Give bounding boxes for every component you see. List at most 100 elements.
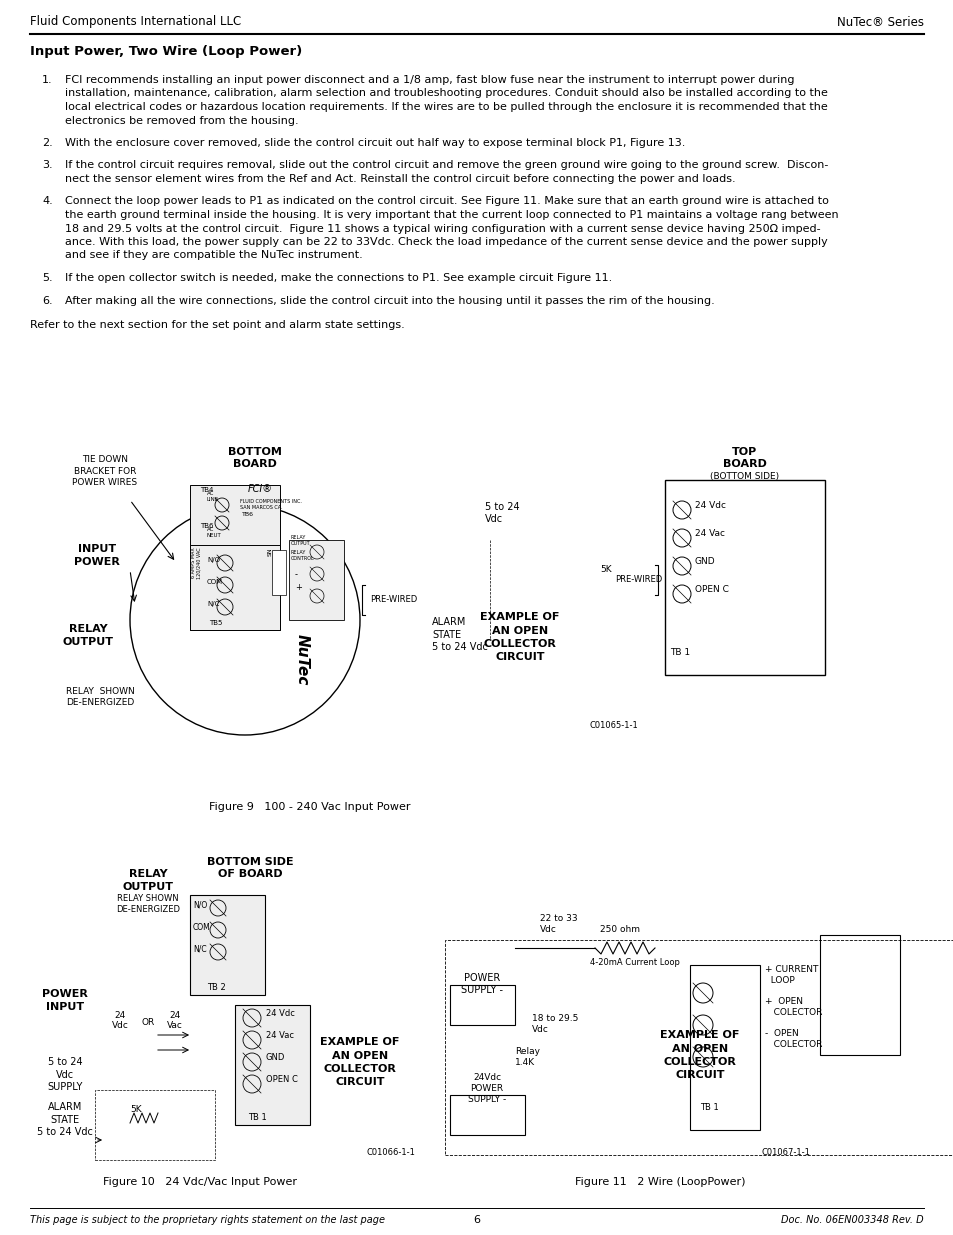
- Text: 5K: 5K: [130, 1105, 141, 1114]
- Text: Relay
1.4K: Relay 1.4K: [515, 1047, 539, 1067]
- Text: 5.: 5.: [42, 273, 52, 283]
- Text: (BOTTOM SIDE): (BOTTOM SIDE): [710, 472, 779, 480]
- Text: -  OPEN
   COLECTOR: - OPEN COLECTOR: [764, 1029, 821, 1049]
- Text: COM: COM: [207, 579, 223, 585]
- Text: + CURRENT
  LOOP: + CURRENT LOOP: [764, 965, 818, 986]
- Text: N/O: N/O: [193, 900, 207, 909]
- FancyBboxPatch shape: [190, 485, 280, 630]
- Text: N/C: N/C: [193, 945, 207, 953]
- FancyBboxPatch shape: [450, 1095, 524, 1135]
- Text: SN: SN: [268, 547, 273, 556]
- Text: NuTec® Series: NuTec® Series: [836, 16, 923, 28]
- Text: 24 Vac: 24 Vac: [266, 1031, 294, 1041]
- Text: C01065-1-1: C01065-1-1: [589, 721, 638, 730]
- Text: 24
Vac: 24 Vac: [167, 1010, 183, 1030]
- FancyBboxPatch shape: [190, 895, 265, 995]
- Text: OR: OR: [141, 1018, 154, 1028]
- Text: EXAMPLE OF
AN OPEN
COLLECTOR
CIRCUIT: EXAMPLE OF AN OPEN COLLECTOR CIRCUIT: [479, 613, 559, 662]
- Text: If the open collector switch is needed, make the connections to P1. See example : If the open collector switch is needed, …: [65, 273, 612, 283]
- Text: GND: GND: [695, 557, 715, 566]
- Text: N/O: N/O: [207, 557, 220, 563]
- Text: Figure 9   100 - 240 Vac Input Power: Figure 9 100 - 240 Vac Input Power: [209, 802, 411, 811]
- Text: EXAMPLE OF
AN OPEN
COLLECTOR
CIRCUIT: EXAMPLE OF AN OPEN COLLECTOR CIRCUIT: [320, 1037, 399, 1087]
- Text: 22 to 33
Vdc: 22 to 33 Vdc: [539, 914, 577, 934]
- Text: +: +: [294, 583, 301, 592]
- Text: Fluid Components International LLC: Fluid Components International LLC: [30, 16, 241, 28]
- Text: AC
NEUT: AC NEUT: [207, 527, 221, 538]
- Text: RELAY
OUTPUT: RELAY OUTPUT: [63, 624, 113, 647]
- FancyBboxPatch shape: [689, 965, 760, 1130]
- Text: After making all the wire connections, slide the control circuit into the housin: After making all the wire connections, s…: [65, 295, 714, 305]
- Text: 18 and 29.5 volts at the control circuit.  Figure 11 shows a typical wiring conf: 18 and 29.5 volts at the control circuit…: [65, 224, 820, 233]
- Text: 5 to 24
Vdc
SUPPLY: 5 to 24 Vdc SUPPLY: [48, 1057, 83, 1092]
- Text: TB 1: TB 1: [248, 1113, 267, 1123]
- Text: TB5: TB5: [209, 620, 222, 626]
- Text: FLUID COMPONENTS INC.: FLUID COMPONENTS INC.: [240, 499, 301, 504]
- Text: Figure 11   2 Wire (LoopPower): Figure 11 2 Wire (LoopPower): [574, 1177, 744, 1187]
- Text: FCI®: FCI®: [248, 484, 273, 494]
- FancyBboxPatch shape: [272, 550, 286, 595]
- Text: 24Vdc
POWER
SUPPLY -: 24Vdc POWER SUPPLY -: [467, 1073, 506, 1104]
- Text: 24 Vdc: 24 Vdc: [266, 1009, 294, 1019]
- FancyBboxPatch shape: [450, 986, 515, 1025]
- Text: PRE-WIRED: PRE-WIRED: [615, 576, 661, 584]
- Text: OPEN C: OPEN C: [695, 584, 728, 594]
- Text: the earth ground terminal inside the housing. It is very important that the curr: the earth ground terminal inside the hou…: [65, 210, 838, 220]
- Text: TB 1: TB 1: [669, 648, 689, 657]
- Text: N/C: N/C: [207, 601, 219, 606]
- Text: TB6: TB6: [200, 522, 213, 529]
- Text: RELAY SHOWN
DE-ENERGIZED: RELAY SHOWN DE-ENERGIZED: [116, 894, 180, 914]
- Text: RELAY
CONTROL: RELAY CONTROL: [291, 551, 314, 561]
- Text: TB6: TB6: [242, 513, 253, 517]
- Text: Figure 10   24 Vdc/Vac Input Power: Figure 10 24 Vdc/Vac Input Power: [103, 1177, 296, 1187]
- Text: INPUT
POWER: INPUT POWER: [74, 545, 120, 567]
- Text: 3.: 3.: [42, 161, 52, 170]
- Text: 18 to 29.5
Vdc: 18 to 29.5 Vdc: [532, 1014, 578, 1034]
- Text: C01067-1-1: C01067-1-1: [760, 1149, 809, 1157]
- Text: 24 Vac: 24 Vac: [695, 529, 724, 537]
- Text: POWER
SUPPLY -: POWER SUPPLY -: [460, 973, 502, 995]
- Text: BOTTOM SIDE: BOTTOM SIDE: [207, 857, 293, 867]
- Text: COM: COM: [193, 923, 211, 931]
- Text: POWER
INPUT: POWER INPUT: [42, 989, 88, 1011]
- Text: GND: GND: [266, 1053, 285, 1062]
- Text: Refer to the next section for the set point and alarm state settings.: Refer to the next section for the set po…: [30, 320, 404, 330]
- Text: ance. With this load, the power supply can be 22 to 33Vdc. Check the load impeda: ance. With this load, the power supply c…: [65, 237, 827, 247]
- Text: 24 Vdc: 24 Vdc: [695, 500, 725, 510]
- Text: ALARM
STATE
5 to 24 Vdc: ALARM STATE 5 to 24 Vdc: [37, 1102, 92, 1137]
- Text: 5 to 24
Vdc: 5 to 24 Vdc: [484, 501, 519, 524]
- Text: EXAMPLE OF
AN OPEN
COLLECTOR
CIRCUIT: EXAMPLE OF AN OPEN COLLECTOR CIRCUIT: [659, 1030, 739, 1079]
- Text: Connect the loop power leads to P1 as indicated on the control circuit. See Figu: Connect the loop power leads to P1 as in…: [65, 196, 828, 206]
- Text: 6.: 6.: [42, 295, 52, 305]
- Text: Doc. No. 06EN003348 Rev. D: Doc. No. 06EN003348 Rev. D: [781, 1215, 923, 1225]
- Text: and see if they are compatible the NuTec instrument.: and see if they are compatible the NuTec…: [65, 251, 362, 261]
- Text: local electrical codes or hazardous location requirements. If the wires are to b: local electrical codes or hazardous loca…: [65, 103, 827, 112]
- Text: 1.: 1.: [42, 75, 52, 85]
- Text: TB 1: TB 1: [700, 1103, 718, 1112]
- FancyBboxPatch shape: [664, 480, 824, 676]
- Text: +  OPEN
   COLECTOR: + OPEN COLECTOR: [764, 997, 821, 1016]
- Text: TIE DOWN
BRACKET FOR
POWER WIRES: TIE DOWN BRACKET FOR POWER WIRES: [72, 456, 137, 487]
- Text: ALARM
STATE
5 to 24 Vdc: ALARM STATE 5 to 24 Vdc: [432, 618, 487, 652]
- Text: 24
Vdc: 24 Vdc: [112, 1010, 129, 1030]
- Text: electronics be removed from the housing.: electronics be removed from the housing.: [65, 116, 298, 126]
- Text: BOTTOM: BOTTOM: [228, 447, 282, 457]
- Text: 4.: 4.: [42, 196, 52, 206]
- Text: 6 AMPS MAX
120/240 VAC: 6 AMPS MAX 120/240 VAC: [191, 547, 201, 579]
- FancyBboxPatch shape: [190, 545, 280, 630]
- Text: AC
LINE: AC LINE: [207, 492, 219, 501]
- Text: -: -: [294, 571, 297, 579]
- Text: RELAY  SHOWN
DE-ENERGIZED: RELAY SHOWN DE-ENERGIZED: [66, 687, 134, 706]
- Text: This page is subject to the proprietary rights statement on the last page: This page is subject to the proprietary …: [30, 1215, 385, 1225]
- Text: 5K: 5K: [599, 564, 611, 574]
- Text: nect the sensor element wires from the Ref and Act. Reinstall the control circui: nect the sensor element wires from the R…: [65, 174, 735, 184]
- Text: installation, maintenance, calibration, alarm selection and troubleshooting proc: installation, maintenance, calibration, …: [65, 89, 827, 99]
- Text: NuTec: NuTec: [294, 635, 309, 685]
- FancyBboxPatch shape: [820, 935, 899, 1055]
- Text: BOARD: BOARD: [722, 459, 766, 469]
- Text: TOP: TOP: [732, 447, 757, 457]
- Text: 6: 6: [473, 1215, 480, 1225]
- Text: Input Power, Two Wire (Loop Power): Input Power, Two Wire (Loop Power): [30, 44, 302, 58]
- FancyBboxPatch shape: [234, 1005, 310, 1125]
- Text: If the control circuit requires removal, slide out the control circuit and remov: If the control circuit requires removal,…: [65, 161, 827, 170]
